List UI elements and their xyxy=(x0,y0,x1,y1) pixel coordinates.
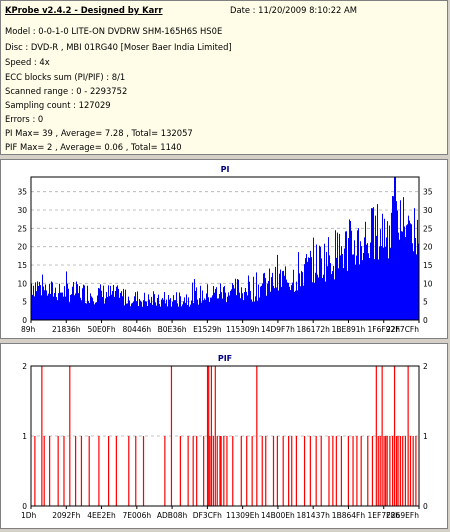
y-tick-label-right: 0 xyxy=(423,502,428,511)
y-tick-label-left: 0 xyxy=(22,502,27,511)
errors-count: Errors : 0 xyxy=(5,114,44,124)
x-tick-label: 11309Eh xyxy=(226,511,260,520)
x-tick-label: 181437h xyxy=(296,511,330,520)
y-tick-label-left: 20 xyxy=(17,243,27,252)
y-tick-label-left: 10 xyxy=(17,279,27,288)
y-tick-label-right: 35 xyxy=(423,188,433,197)
y-tick-label-right: 2 xyxy=(423,362,428,371)
pi-chart-panel: PI 0 0 5 5 10 10 15 15 20 20 25 25 30 30 35 35 89h 21836h 5… xyxy=(0,159,448,339)
y-tick-label-right: 30 xyxy=(423,206,433,215)
x-tick-label: DF3CFh xyxy=(193,511,222,520)
x-tick-label: 4EE2Eh xyxy=(87,511,116,520)
y-tick-label-left: 25 xyxy=(17,224,27,233)
pi-bars xyxy=(31,177,419,320)
x-tick-label: E1529h xyxy=(193,325,222,334)
y-tick-label-right: 15 xyxy=(423,261,433,270)
plot-frame-top xyxy=(30,176,420,321)
read-speed: Speed : 4x xyxy=(5,57,50,67)
x-tick-label: 115309h xyxy=(226,325,260,334)
x-tick-label: 80446h xyxy=(123,325,152,334)
pif-summary: PIF Max= 2 , Average= 0.06 , Total= 1140 xyxy=(5,142,182,152)
x-tick-label: 7E006h xyxy=(123,511,152,520)
app-title: KProbe v2.4.2 - Designed by Karr xyxy=(5,5,163,15)
x-tick-label: B0E36h xyxy=(158,325,187,334)
y-tick-label-right: 5 xyxy=(423,298,428,307)
pif-chart: PIF 0 0 1 1 2 2 1Dh 2092Fh 4EE2Eh 7E006h ADB08h DF3C… xyxy=(21,354,428,520)
scan-date: Date : 11/20/2009 8:10:22 AM xyxy=(230,5,357,15)
x-tick-label: 14B00Eh xyxy=(261,511,295,520)
x-tick-label: 14D9F7h xyxy=(261,325,295,334)
pif-bars xyxy=(34,366,417,506)
y-tick-label-left: 35 xyxy=(17,188,27,197)
info-panel: KProbe v2.4.2 - Designed by Karr Date : … xyxy=(0,0,448,155)
x-tick-label: 89h xyxy=(21,325,36,334)
pi-summary: PI Max= 39 , Average= 7.28 , Total= 1320… xyxy=(5,128,193,138)
y-tick-label-left: 5 xyxy=(22,298,27,307)
x-tick-label: 1B864Fh xyxy=(332,511,366,520)
x-tick-label: 1Dh xyxy=(21,511,37,520)
y-tick-label-right: 20 xyxy=(423,243,433,252)
x-tick-label: 22F7CFh xyxy=(386,325,419,334)
x-tick-label: 2092Fh xyxy=(52,511,80,520)
x-tick-label: 1F6F92h xyxy=(367,325,400,334)
y-tick-label-right: 25 xyxy=(423,224,433,233)
pi-chart: PI 0 0 5 5 10 10 15 15 20 20 25 25 30 30 35 35 89h 21836h 5… xyxy=(17,165,433,334)
x-tick-label: 1BE891h xyxy=(332,325,366,334)
y-tick-label-left: 0 xyxy=(22,316,27,325)
x-tick-label: 1EF7F8h xyxy=(368,511,401,520)
y-tick-label-left: 1 xyxy=(22,432,27,441)
y-tick-label-right: 1 xyxy=(423,432,428,441)
y-tick-label-left: 2 xyxy=(22,362,27,371)
y-tick-label-left: 30 xyxy=(17,206,27,215)
ecc-blocks: ECC blocks sum (PI/PIF) : 8/1 xyxy=(5,72,126,82)
scanned-range: Scanned range : 0 - 2293752 xyxy=(5,86,128,96)
y-tick-label-right: 0 xyxy=(423,316,428,325)
y-tick-label-left: 15 xyxy=(17,261,27,270)
disc-type: Disc : DVD-R , MBI 01RG40 [Moser Baer In… xyxy=(5,42,232,52)
x-tick-label: 50E0Fh xyxy=(87,325,115,334)
x-tick-label: 21836h xyxy=(52,325,81,334)
x-tick-label: 186172h xyxy=(296,325,330,334)
chart-title: PI xyxy=(221,165,230,174)
x-tick-label: 2269EFh xyxy=(386,511,419,520)
x-tick-label: ADB08h xyxy=(157,511,188,520)
chart-title: PIF xyxy=(218,354,232,363)
y-tick-label-right: 10 xyxy=(423,279,433,288)
sampling-count: Sampling count : 127029 xyxy=(5,100,111,110)
drive-model: Model : 0-0-1-0 LITE-ON DVDRW SHM-165H6S… xyxy=(5,26,223,36)
pif-chart-panel: PIF 0 0 1 1 2 2 1Dh 2092Fh 4EE2Eh 7E006h ADB08h DF3C… xyxy=(0,343,448,529)
plot-frame-top xyxy=(30,365,420,507)
